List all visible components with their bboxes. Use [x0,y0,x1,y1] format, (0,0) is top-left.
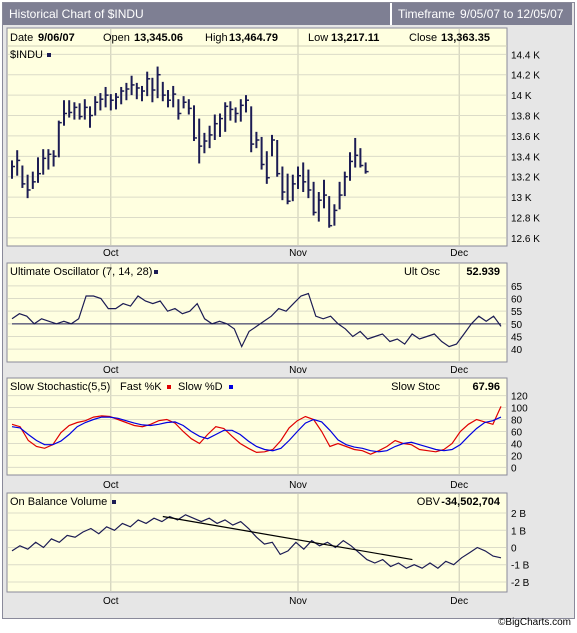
x-tick-label-dec: Dec [450,480,468,491]
y-tick-label: 0 [511,463,517,474]
low-value: 13,217.11 [331,32,379,44]
date-label: Date [10,32,33,44]
indicator-value-label-1: Ult Osc [404,266,441,278]
series-line-ultimate-oscillator [11,292,502,349]
high-value: 13,464.79 [229,32,278,44]
title-bar: Historical Chart of $INDU Timeframe 9/05… [3,3,572,25]
open-value: 13,345.06 [134,32,183,44]
x-tick-label-nov: Nov [289,596,307,607]
y-tick-label: 45 [511,332,523,343]
y-tick-label: 50 [511,320,523,331]
close-value: 13,363.35 [441,32,490,44]
y-tick-label: 12.8 K [511,214,540,225]
timeframe-to: to [503,7,514,21]
y-tick-label: 60 [511,295,523,306]
indicator-value-3: -34,502,704 [441,496,501,508]
x-tick-label-dec: Dec [450,365,468,376]
low-label: Low [308,32,328,44]
y-tick-label: 14.4 K [511,50,540,61]
y-tick-label: 13.8 K [511,112,540,123]
x-tick-label-oct: Oct [103,248,119,259]
indicator-title-2: Slow Stochastic(5,5) [10,381,110,393]
y-tick-label: 55 [511,307,523,318]
y-tick-label: 12.6 K [511,234,540,245]
timeframe-box[interactable]: Timeframe 9/05/07 to 12/05/07 [390,3,574,25]
y-tick-label: 40 [511,345,523,356]
y-tick-label: 13 K [511,193,532,204]
y-tick-label: 2 B [511,509,526,520]
slow-d-legend-marker [229,385,233,389]
x-tick-label-nov: Nov [289,365,307,376]
x-tick-label-oct: Oct [103,596,119,607]
x-tick-label-nov: Nov [289,480,307,491]
ult-osc-legend-marker [154,270,158,274]
timeframe-label: Timeframe [398,7,455,21]
y-tick-label: 13.6 K [511,132,540,143]
indicator-value-label-2: Slow Stoc [391,381,440,393]
x-tick-label-oct: Oct [103,365,119,376]
high-label: High [205,32,228,44]
x-tick-label-dec: Dec [450,248,468,259]
slow-d-legend-label: Slow %D [178,381,223,393]
y-tick-label: 80 [511,416,523,427]
timeframe-start: 9/05/07 [460,7,501,21]
x-tick-label-nov: Nov [289,248,307,259]
indicator-value-2: 67.96 [472,381,500,393]
y-tick-label: 65 [511,282,523,293]
panel-3-background [6,377,508,476]
date-value: 9/06/07 [38,32,75,44]
indicator-title-3: On Balance Volume [10,496,107,508]
indicator-value-label-3: OBV [417,496,441,508]
indicator-title-1: Ultimate Oscillator (7, 14, 28) [10,266,152,278]
y-tick-label: -1 B [511,561,530,572]
x-tick-label-oct: Oct [103,480,119,491]
y-tick-label: 1 B [511,526,526,537]
indicator-value-1: 52.939 [466,266,500,278]
series-line-slow-d [11,416,502,453]
y-tick-label: 120 [511,392,528,403]
y-tick-label: 60 [511,428,523,439]
y-tick-label: 20 [511,451,523,462]
panel-4-background [6,492,508,593]
x-tick-label-dec: Dec [450,596,468,607]
y-tick-label: 40 [511,439,523,450]
series-line-fast-k [11,406,502,455]
y-tick-label: 14 K [511,91,532,102]
y-tick-label: 100 [511,404,528,415]
y-tick-label: 13.2 K [511,173,540,184]
y-tick-label: 0 [511,544,517,555]
fast-k-legend-marker [167,385,171,389]
series-line-on-balance-volume [11,514,502,569]
y-tick-label: 13.4 K [511,152,540,163]
obv-legend-marker [112,500,116,504]
series-legend-marker [47,53,51,57]
timeframe-range: 9/05/07 to 12/05/07 [460,7,563,21]
timeframe-end: 12/05/07 [516,7,564,21]
series-label: $INDU [10,49,43,61]
y-tick-label: -2 B [511,578,530,589]
close-label: Close [409,32,437,44]
chart-title: Historical Chart of $INDU [9,7,144,21]
obv-trend-line [162,515,413,561]
footer-credit: ©BigCharts.com [498,617,571,628]
open-label: Open [103,32,130,44]
y-tick-label: 14.2 K [511,71,540,82]
panel-2-background [6,262,508,363]
fast-k-legend-label: Fast %K [120,381,162,393]
